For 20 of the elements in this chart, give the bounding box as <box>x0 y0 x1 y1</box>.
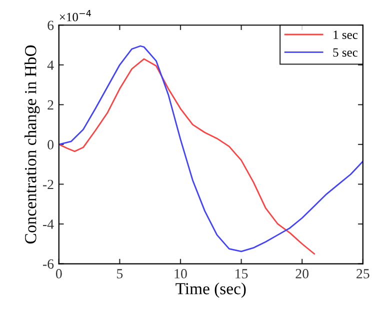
x-tick-label: 0 <box>56 269 62 278</box>
y-axis-title: Concentration change in HbO <box>24 45 40 244</box>
legend-label: 5 sec <box>333 48 358 57</box>
legend-label: 1 sec <box>334 30 358 39</box>
x-tick-label: 20 <box>296 269 309 278</box>
text: ×10$^{−4}$ <box>60 10 91 22</box>
x-tick-label: 25 <box>356 269 370 278</box>
y-tick-label: -6 <box>42 259 54 269</box>
y-tick-label: 2 <box>48 100 54 110</box>
y-tick-label: 6 <box>48 20 54 30</box>
y-tick-label: -2 <box>42 180 54 190</box>
y-tick-label: -4 <box>42 220 54 229</box>
x-axis-title: Time (sec) <box>176 282 246 298</box>
line-series <box>58 58 315 255</box>
x-tick-label: 15 <box>236 269 248 278</box>
x-tick-label: 5 <box>117 269 123 278</box>
x-tick-label: 10 <box>174 269 187 278</box>
y-tick-label: 0 <box>48 140 54 150</box>
line-series <box>58 45 363 252</box>
y-tick-label: 4 <box>47 60 54 70</box>
